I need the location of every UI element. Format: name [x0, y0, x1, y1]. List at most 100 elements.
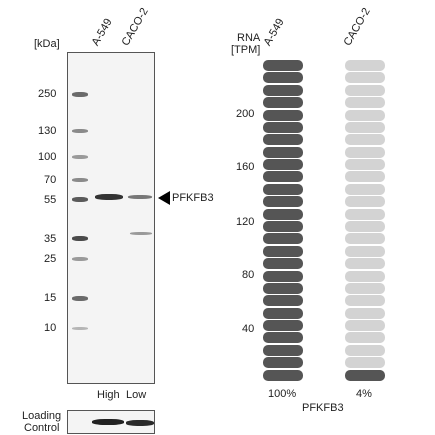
- rna-title-line1: RNA: [237, 32, 261, 44]
- marker-55: 55: [44, 194, 57, 206]
- lane-label-a549: A-549: [89, 16, 115, 48]
- rna-tick-40: 40: [242, 323, 255, 335]
- lane-level-high: High: [97, 389, 120, 401]
- rna-segment: [345, 270, 385, 282]
- rna-title-line2: [TPM]: [231, 44, 261, 56]
- rna-segment: [263, 233, 303, 245]
- rna-column-label-a549: A-549: [261, 16, 287, 48]
- rna-segment: [345, 369, 385, 381]
- rna-segment: [263, 282, 303, 294]
- rna-segment: [263, 146, 303, 158]
- rna-segment: [263, 159, 303, 171]
- caco2-pfkfb3-band: [128, 195, 152, 199]
- rna-segment: [263, 258, 303, 270]
- rna-column-label-caco2: CACO-2: [341, 6, 373, 48]
- rna-segment: [263, 72, 303, 84]
- rna-segment: [345, 60, 385, 71]
- rna-tick-160: 160: [236, 161, 255, 173]
- rna-segment: [263, 121, 303, 133]
- rna-segment: [345, 208, 385, 220]
- loading-control-label-1: Loading: [22, 410, 62, 422]
- ladder-band-70: [72, 178, 88, 182]
- ladder-band-130: [72, 129, 88, 133]
- rna-segment: [345, 233, 385, 245]
- marker-100: 100: [38, 151, 57, 163]
- ladder-band-55: [72, 197, 88, 202]
- rna-segment: [345, 183, 385, 195]
- rna-segment: [345, 320, 385, 332]
- rna-segment: [263, 344, 303, 356]
- rna-gene-label: PFKFB3: [302, 402, 344, 414]
- loading-band-caco2: [126, 420, 154, 426]
- rna-tick-80: 80: [242, 269, 255, 281]
- ladder-band-250: [72, 92, 88, 97]
- loading-control-label-2: Control: [24, 422, 60, 434]
- lane-level-low: Low: [126, 389, 147, 401]
- rna-percent-caco2: 4%: [356, 388, 372, 400]
- lane-label-caco2: CACO-2: [119, 6, 151, 48]
- rna-segment: [345, 295, 385, 307]
- rna-segment: [345, 221, 385, 232]
- a549-pfkfb3-band: [95, 194, 123, 200]
- rna-segment: [345, 307, 385, 319]
- rna-segment: [345, 258, 385, 270]
- marker-25: 25: [44, 253, 57, 265]
- rna-segment: [345, 121, 385, 133]
- rna-segment: [263, 221, 303, 232]
- rna-segment: [263, 183, 303, 195]
- caco2-lower-band: [130, 232, 152, 235]
- rna-column-caco2: [345, 60, 385, 382]
- rna-segment: [345, 196, 385, 208]
- marker-10: 10: [44, 322, 57, 334]
- rna-segment: [263, 369, 303, 381]
- rna-segment: [263, 60, 303, 71]
- ladder-band-100: [72, 155, 88, 159]
- rna-column-a549: [263, 60, 303, 382]
- rna-segment: [263, 332, 303, 344]
- target-label: PFKFB3: [172, 192, 214, 204]
- rna-percent-a549: 100%: [268, 388, 297, 400]
- loading-control-blot: [67, 410, 155, 434]
- rna-segment: [345, 146, 385, 158]
- rna-segment: [345, 159, 385, 171]
- rna-segment: [263, 84, 303, 96]
- ladder-band-10: [72, 327, 88, 330]
- rna-segment: [263, 196, 303, 208]
- marker-15: 15: [44, 292, 57, 304]
- rna-segment: [263, 295, 303, 307]
- marker-130: 130: [38, 125, 57, 137]
- rna-segment: [345, 332, 385, 344]
- rna-segment: [345, 134, 385, 146]
- rna-segment: [263, 134, 303, 146]
- marker-70: 70: [44, 174, 57, 186]
- rna-segment: [345, 344, 385, 356]
- marker-35: 35: [44, 233, 57, 245]
- rna-segment: [345, 245, 385, 257]
- rna-segment: [345, 171, 385, 183]
- western-blot-image: [67, 52, 155, 384]
- rna-segment: [263, 320, 303, 332]
- rna-segment: [263, 357, 303, 369]
- rna-segment: [263, 208, 303, 220]
- rna-segment: [345, 72, 385, 84]
- rna-tick-200: 200: [236, 108, 255, 120]
- rna-segment: [345, 97, 385, 109]
- kda-label: [kDa]: [34, 38, 60, 50]
- rna-segment: [345, 109, 385, 121]
- rna-segment: [263, 97, 303, 109]
- ladder-band-25: [72, 257, 88, 261]
- rna-segment: [263, 109, 303, 121]
- marker-250: 250: [38, 88, 57, 100]
- rna-tick-120: 120: [236, 216, 255, 228]
- loading-band-a549: [92, 419, 124, 425]
- rna-segment: [345, 84, 385, 96]
- rna-segment: [263, 171, 303, 183]
- ladder-band-35: [72, 236, 88, 241]
- target-arrow-icon: [158, 191, 170, 205]
- rna-segment: [263, 307, 303, 319]
- rna-segment: [263, 245, 303, 257]
- rna-segment: [345, 282, 385, 294]
- ladder-band-15: [72, 296, 88, 301]
- rna-segment: [345, 357, 385, 369]
- rna-segment: [263, 270, 303, 282]
